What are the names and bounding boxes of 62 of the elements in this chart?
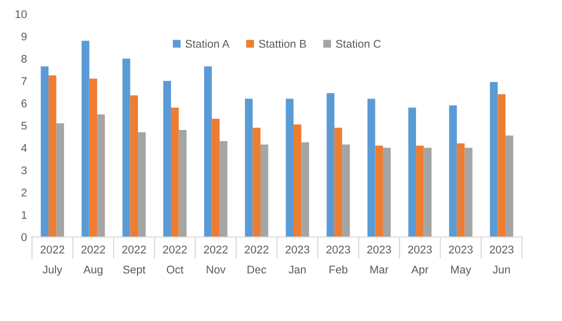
x-tick-label: 2023 Mar	[367, 246, 391, 274]
y-tick-label: 8	[21, 54, 27, 63]
y-tick-label: 6	[22, 99, 27, 108]
bar	[252, 128, 260, 237]
bar	[163, 80, 172, 237]
bar	[244, 98, 253, 237]
x-tick-label: 2023 Feb	[326, 246, 350, 274]
y-tick-label: 9	[21, 32, 27, 40]
bar	[382, 148, 391, 237]
y-tick-label: 4	[21, 144, 27, 152]
legend-label: Station C	[336, 40, 381, 48]
bar	[326, 93, 334, 237]
x-tick-label: 2023 Jun	[490, 246, 514, 274]
x-tick-label: 2022 Nov	[204, 246, 228, 274]
bar	[56, 123, 64, 237]
bar	[416, 146, 424, 237]
bar	[342, 144, 350, 237]
x-tick-label: 2023 Apr	[408, 246, 432, 276]
bar	[97, 114, 105, 237]
bar	[498, 94, 506, 237]
bar	[171, 108, 179, 237]
bar	[456, 143, 465, 237]
y-tick-label: 3	[21, 166, 27, 174]
bar	[122, 58, 130, 237]
x-tick-label: 2022 Oct	[163, 246, 187, 274]
y-tick-label: 2	[22, 188, 27, 196]
bar	[294, 124, 302, 237]
bar	[334, 128, 342, 237]
legend-label: Stattion B	[258, 40, 306, 48]
bar	[286, 98, 294, 237]
bar	[82, 40, 90, 237]
bar	[375, 146, 383, 237]
bar	[204, 66, 212, 237]
x-tick-label: 2022 Dec	[244, 246, 268, 274]
bar	[178, 130, 187, 237]
bar	[220, 141, 228, 237]
bar	[505, 136, 514, 237]
x-tick-label: 2022 Aug	[81, 246, 106, 276]
legend-label: Station A	[186, 40, 230, 48]
bar	[301, 142, 310, 237]
y-tick-label: 0	[21, 233, 27, 242]
y-tick-label: 7	[22, 77, 27, 85]
x-tick-label: 2022 Sept	[122, 246, 146, 276]
bar	[449, 105, 457, 237]
bar	[424, 148, 432, 237]
y-tick-label: 1	[22, 211, 27, 219]
y-tick-label: 10	[16, 10, 27, 18]
bar	[408, 108, 416, 237]
bar	[89, 78, 98, 237]
bar	[212, 118, 220, 237]
bar	[490, 82, 498, 237]
bar	[130, 95, 138, 237]
x-tick-label: 2023 May	[448, 246, 473, 276]
x-tick-label: 2023 Jan	[286, 246, 310, 274]
bar	[48, 75, 56, 237]
bar	[464, 148, 472, 237]
x-tick-label: 2022 July	[40, 246, 64, 276]
bar	[260, 144, 268, 237]
y-tick-label: 5	[21, 122, 27, 130]
bar	[40, 66, 49, 237]
bar	[367, 98, 376, 237]
bar	[138, 132, 146, 237]
